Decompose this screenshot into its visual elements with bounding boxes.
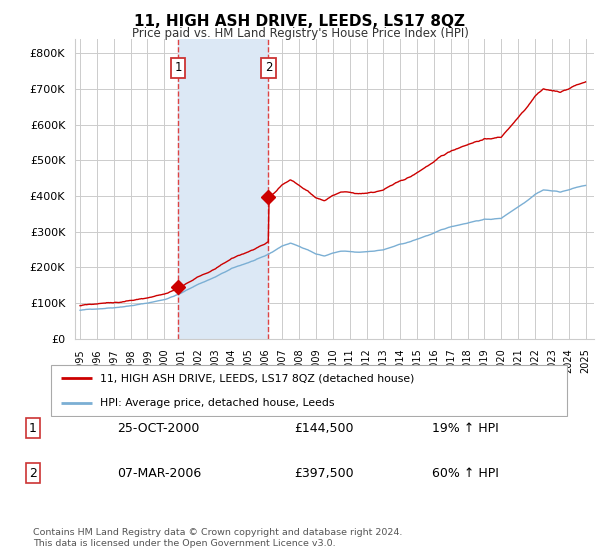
FancyBboxPatch shape <box>50 365 568 416</box>
Text: 07-MAR-2006: 07-MAR-2006 <box>117 466 201 480</box>
Text: £144,500: £144,500 <box>294 422 353 435</box>
Text: 60% ↑ HPI: 60% ↑ HPI <box>432 466 499 480</box>
Text: 1: 1 <box>29 422 37 435</box>
Text: Contains HM Land Registry data © Crown copyright and database right 2024.
This d: Contains HM Land Registry data © Crown c… <box>33 528 403 548</box>
Text: 1: 1 <box>174 61 182 74</box>
Text: £397,500: £397,500 <box>294 466 353 480</box>
Text: HPI: Average price, detached house, Leeds: HPI: Average price, detached house, Leed… <box>100 398 335 408</box>
Text: 25-OCT-2000: 25-OCT-2000 <box>117 422 199 435</box>
Text: 11, HIGH ASH DRIVE, LEEDS, LS17 8QZ: 11, HIGH ASH DRIVE, LEEDS, LS17 8QZ <box>134 14 466 29</box>
Text: 2: 2 <box>265 61 272 74</box>
Text: 11, HIGH ASH DRIVE, LEEDS, LS17 8QZ (detached house): 11, HIGH ASH DRIVE, LEEDS, LS17 8QZ (det… <box>100 374 415 384</box>
Text: 19% ↑ HPI: 19% ↑ HPI <box>432 422 499 435</box>
Bar <box>178 39 268 339</box>
Text: Price paid vs. HM Land Registry's House Price Index (HPI): Price paid vs. HM Land Registry's House … <box>131 27 469 40</box>
Text: 2: 2 <box>29 466 37 480</box>
